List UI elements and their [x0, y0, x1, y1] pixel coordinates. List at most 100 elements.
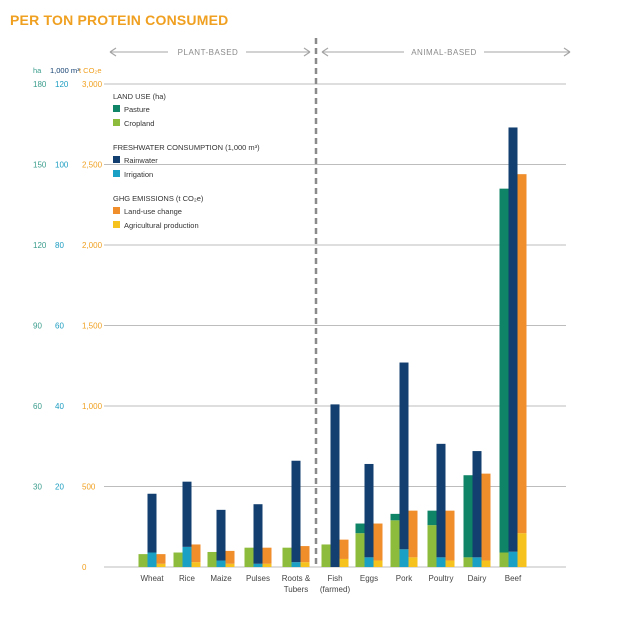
bar-landuse-change [373, 523, 383, 561]
bar-landuse-change [225, 550, 235, 564]
ha-tick-label: 150 [33, 161, 47, 170]
ghg-tick-label: 0 [82, 563, 87, 572]
legend-rainwater-label: Rainwater [124, 156, 158, 165]
legend-title: FRESHWATER CONSUMPTION (1,000 m³) [113, 143, 260, 152]
bar-irrigation [182, 546, 192, 567]
bar-cropland [390, 520, 400, 567]
arrow-left-icon [109, 47, 117, 57]
bar-landuse-change [339, 539, 349, 559]
bar-cropland [173, 552, 183, 567]
ghg-axis-label: t CO₂e [79, 66, 102, 75]
water-tick-label: 40 [55, 402, 64, 411]
bar-landuse-change [156, 554, 166, 564]
bar-agricultural-production [517, 533, 527, 567]
x-tick-label: Pulses [246, 574, 270, 583]
ghg-tick-label: 1,500 [82, 322, 103, 331]
bar-irrigation [147, 552, 157, 567]
ha-tick-label: 120 [33, 241, 47, 250]
ha-tick-label: 60 [33, 402, 42, 411]
ghg-tick-label: 500 [82, 483, 96, 492]
arrow-right-icon [303, 47, 311, 57]
x-tick-label: Maize [210, 574, 232, 583]
water-tick-label: 20 [55, 483, 64, 492]
bar-agricultural-production [300, 562, 310, 567]
water-tick-label: 60 [55, 322, 64, 331]
legend-rainwater-swatch [113, 156, 120, 163]
legend-irrigation-swatch [113, 170, 120, 177]
bar-pasture [499, 188, 509, 553]
bar-agricultural-production [225, 563, 235, 567]
bar-landuse-change [262, 547, 272, 564]
bar-pasture [427, 510, 437, 526]
bar-cropland [321, 544, 331, 567]
bar-rainwater [216, 509, 226, 561]
arrow-left-icon [321, 47, 329, 57]
bar-cropland [499, 552, 509, 567]
legend-title: GHG EMISSIONS (t CO₂e) [113, 194, 204, 203]
legend-pasture-label: Pasture [124, 105, 150, 114]
x-tick-label: Roots & [282, 574, 311, 583]
water-tick-label: 120 [55, 80, 69, 89]
axis-labels: 0 500 30 20 1,000 60 40 1,500 90 60 2,000 120 80 2,50… [33, 66, 103, 572]
legend-cropland-label: Cropland [124, 119, 154, 128]
bar-rainwater [472, 451, 482, 558]
bar-cropland [427, 525, 437, 567]
category-labels: Wheat Rice Maize Pulses Roots & Tubers Fish (fa… [140, 574, 522, 594]
chart-title: PER TON PROTEIN CONSUMED [10, 12, 229, 28]
bar-landuse-change [445, 510, 455, 561]
bar-agricultural-production [445, 560, 455, 567]
bar-cropland [244, 547, 254, 567]
bar-rainwater [436, 443, 446, 558]
x-tick-label: Dairy [468, 574, 487, 583]
bar-agricultural-production [262, 563, 272, 567]
x-tick-label: Pork [396, 574, 413, 583]
bar-agricultural-production [156, 563, 166, 567]
bar-irrigation [508, 551, 518, 567]
bar-landuse-change [517, 174, 527, 534]
bar-rainwater [330, 404, 340, 567]
bar-agricultural-production [373, 560, 383, 567]
x-tick-label: Eggs [360, 574, 378, 583]
x-tick-label: Tubers [284, 585, 309, 594]
bar-rainwater [291, 460, 301, 563]
x-tick-label: Beef [505, 574, 522, 583]
legend-title: LAND USE (ha) [113, 92, 166, 101]
group-label-animal: ANIMAL-BASED [411, 48, 477, 57]
x-tick-label: Wheat [140, 574, 164, 583]
bar-rainwater [508, 127, 518, 552]
bar-irrigation [216, 560, 226, 567]
bar-pasture [355, 523, 365, 534]
bar-irrigation [364, 557, 374, 567]
ghg-tick-label: 3,000 [82, 80, 103, 89]
bar-landuse-change [191, 544, 201, 563]
water-tick-label: 80 [55, 241, 64, 250]
bar-landuse-change [408, 510, 418, 558]
legend-agricultural-production-swatch [113, 221, 120, 228]
ha-axis-label: ha [33, 66, 42, 75]
bar-irrigation [399, 549, 409, 567]
x-tick-label: Rice [179, 574, 196, 583]
ha-tick-label: 90 [33, 322, 42, 331]
x-tick-label: (farmed) [320, 585, 351, 594]
water-axis-label: 1,000 m³ [50, 66, 80, 75]
bar-irrigation [436, 557, 446, 567]
group-label-plant: PLANT-BASED [178, 48, 239, 57]
arrow-right-icon [563, 47, 571, 57]
bars [138, 127, 527, 567]
bar-cropland [463, 557, 473, 567]
bar-rainwater [253, 504, 263, 564]
x-tick-label: Fish [327, 574, 342, 583]
bar-pasture [463, 475, 473, 558]
bar-rainwater [399, 362, 409, 550]
legend: LAND USE (ha) Pasture Cropland FRESHWATER C… [113, 92, 260, 230]
ha-tick-label: 30 [33, 483, 42, 492]
bar-irrigation [253, 563, 263, 567]
bar-irrigation [291, 562, 301, 567]
x-tick-label: Poultry [429, 574, 454, 583]
ghg-tick-label: 1,000 [82, 402, 103, 411]
bar-rainwater [364, 463, 374, 558]
legend-landuse-change-swatch [113, 207, 120, 214]
legend-agricultural-production-label: Agricultural production [124, 221, 199, 230]
bar-landuse-change [481, 473, 491, 561]
